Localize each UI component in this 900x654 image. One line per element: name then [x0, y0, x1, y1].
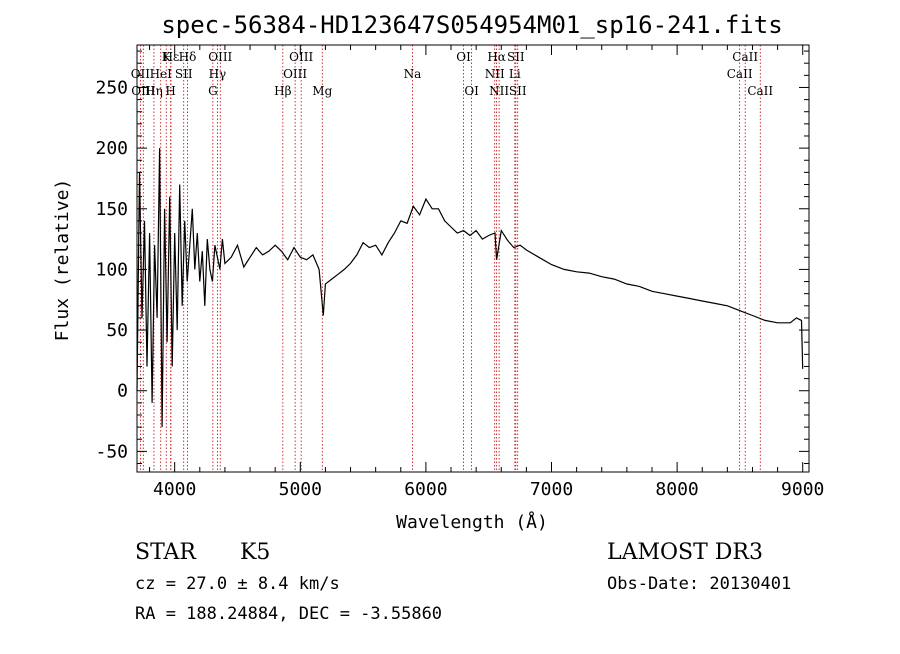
- y-tick-label: 200: [95, 138, 128, 159]
- object-subclass: K5: [240, 540, 270, 565]
- line-marker-label: Na: [404, 67, 422, 81]
- plot-frame: [136, 44, 810, 473]
- line-marker-label: OIII: [289, 50, 313, 64]
- y-tick-label: 50: [106, 320, 128, 341]
- x-tick-label: 9000: [781, 479, 824, 500]
- line-markers: [139, 45, 761, 472]
- coordinates-text: RA = 188.24884, DEC = -3.55860: [135, 604, 442, 624]
- line-marker-label: K: [162, 50, 172, 64]
- line-marker-label: SII: [507, 50, 525, 64]
- line-marker-label: NII: [489, 84, 509, 98]
- x-tick-label: 6000: [404, 479, 447, 500]
- line-marker-label: OII: [131, 67, 151, 81]
- y-tick-label: 150: [95, 199, 128, 220]
- x-tick-label: 8000: [655, 479, 698, 500]
- line-marker-label: Hη: [145, 84, 163, 98]
- line-marker-label: OIII: [208, 50, 232, 64]
- line-marker-label: Hγ: [209, 67, 227, 81]
- line-marker-label: Mg: [312, 84, 332, 98]
- y-axis: -50 0 50 100 150 200 250: [95, 50, 809, 465]
- line-marker-label: OIII: [283, 67, 307, 81]
- line-marker-label: SII: [175, 67, 193, 81]
- object-class: STAR: [135, 540, 197, 565]
- x-tick-label: 4000: [153, 479, 196, 500]
- y-tick-label: 100: [95, 259, 128, 280]
- line-marker-label: OI: [464, 84, 479, 98]
- y-tick-label: 0: [117, 381, 128, 402]
- y-axis-label: Flux (relative): [52, 179, 73, 342]
- y-tick-label: 250: [95, 77, 128, 98]
- line-marker-label: NII: [485, 67, 505, 81]
- x-axis: 4000 5000 6000 7000 8000 9000: [149, 45, 824, 500]
- line-marker-label: Li: [509, 67, 521, 81]
- redshift-text: cz = 27.0 ± 8.4 km/s: [135, 574, 340, 594]
- line-marker-label: H: [165, 84, 175, 98]
- x-axis-label: Wavelength (Å): [396, 511, 548, 533]
- line-marker-label: G: [208, 84, 218, 98]
- x-tick-label: 5000: [279, 479, 322, 500]
- line-marker-label: OI: [456, 50, 471, 64]
- line-marker-label: CaII: [747, 84, 773, 98]
- chart-title: spec-56384-HD123647S054954M01_sp16-241.f…: [161, 11, 782, 39]
- line-marker-label: CaII: [732, 50, 758, 64]
- y-tick-label: -50: [95, 441, 128, 462]
- obs-date: Obs-Date: 20130401: [607, 574, 791, 594]
- line-marker-label: CaII: [727, 67, 753, 81]
- survey-name: LAMOST DR3: [607, 540, 763, 565]
- spectrum-line: [136, 148, 804, 428]
- x-tick-label: 7000: [530, 479, 573, 500]
- line-marker-label: SII: [509, 84, 527, 98]
- line-marker-label: Hα: [487, 50, 506, 64]
- line-marker-label: Hβ: [274, 84, 291, 98]
- line-marker-label: Hδ: [179, 50, 197, 64]
- line-marker-label: HeI: [150, 67, 173, 81]
